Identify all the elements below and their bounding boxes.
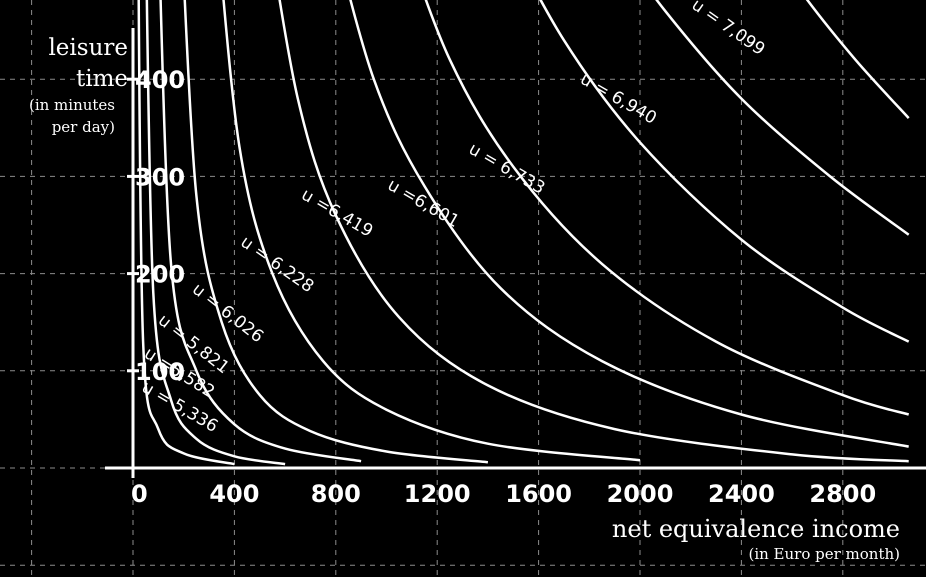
indifference-curve: [424, 0, 910, 416]
curves: [137, 0, 910, 466]
indifference-curve: [349, 0, 909, 448]
y-axis-title: leisure time (in minutes per day): [29, 35, 128, 136]
x-tick-label: 2000: [607, 480, 674, 508]
indifference-curve: [655, 0, 910, 236]
x-axis-title: net equivalence income (in Euro per mont…: [612, 515, 900, 563]
indifference-curve: [137, 0, 235, 466]
indifference-curve: [159, 0, 362, 463]
y-tick-label: 200: [135, 261, 185, 289]
x-tick-label: 800: [311, 480, 361, 508]
y-tick-label: 100: [135, 358, 185, 386]
x-tick-label: 0: [131, 480, 148, 508]
indifference-curve: [183, 0, 489, 464]
y-axis-unit-line-2: per day): [52, 118, 115, 136]
x-tick-label: 2400: [708, 480, 775, 508]
tick-labels: 0400800120016002000240028001002003004005…: [127, 66, 876, 508]
y-axis-label-line-2: time: [76, 66, 128, 92]
axes: [105, 28, 926, 478]
indifference-curve: [539, 0, 910, 343]
curve-label: u =6,419: [298, 185, 376, 242]
y-axis-unit-line-1: (in minutes: [29, 96, 115, 114]
curve-label: u = 6,733: [465, 139, 548, 199]
x-axis-label: net equivalence income: [612, 515, 900, 543]
indifference-curve: [222, 0, 641, 462]
x-tick-label: 2800: [809, 480, 876, 508]
x-tick-label: 1600: [505, 480, 572, 508]
indifference-curve: [145, 0, 286, 466]
y-axis-label-line-1: leisure: [48, 35, 128, 61]
x-tick-label: 400: [209, 480, 259, 508]
y-tick-label: 300: [135, 163, 185, 191]
x-tick-label: 1200: [404, 480, 471, 508]
curve-label: u = 6,940: [577, 69, 660, 129]
indifference-curve: [278, 0, 909, 463]
y-tick-label: 400: [135, 66, 185, 94]
indifference-curve: [805, 0, 910, 119]
x-axis-unit: (in Euro per month): [748, 545, 900, 563]
curve-label: u = 7,099: [688, 0, 769, 60]
